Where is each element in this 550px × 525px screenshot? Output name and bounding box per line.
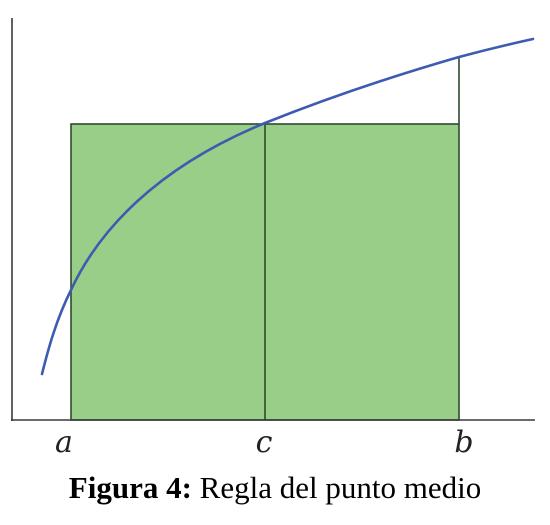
tick-label-a: a bbox=[55, 425, 73, 460]
figure-caption: Figura 4: Regla del punto medio bbox=[0, 470, 550, 506]
function-curve bbox=[40, 37, 535, 376]
midpoint-rule-figure: a c b bbox=[11, 18, 535, 460]
tick-label-b: b bbox=[454, 425, 473, 460]
caption-label: Figura 4: bbox=[68, 470, 192, 505]
tick-label-c: c bbox=[256, 425, 273, 460]
caption-text: Regla del punto medio bbox=[199, 470, 482, 505]
